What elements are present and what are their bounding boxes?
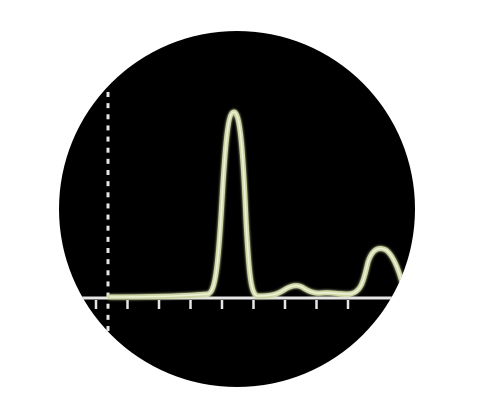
axis-dot — [106, 236, 110, 242]
axis-dot — [106, 203, 110, 209]
axis-dot — [106, 147, 110, 153]
axis-dot — [106, 92, 110, 97]
axis-dot — [106, 214, 110, 220]
axis-dot — [106, 248, 110, 253]
axis-dot — [106, 136, 110, 142]
axis-dot — [106, 114, 110, 120]
axis-dot — [106, 259, 110, 265]
waveform-trace-highlight — [109, 111, 403, 298]
dotted-vertical-axis — [106, 92, 110, 331]
axis-dot — [106, 326, 110, 331]
axis-dot — [106, 181, 110, 187]
axis-dot — [106, 192, 110, 198]
axis-dot — [106, 281, 110, 287]
axis-dot — [106, 303, 110, 309]
axis-dot — [106, 292, 110, 298]
axis-dot — [106, 158, 110, 164]
axis-dot — [106, 125, 110, 131]
black-disc-background — [59, 31, 415, 387]
axis-dot — [106, 270, 110, 276]
axis-dot — [106, 225, 110, 231]
axis-dot — [106, 170, 110, 175]
axis-dot — [106, 103, 110, 109]
axis-dot — [106, 314, 110, 320]
axis-tick-marks — [94, 300, 350, 309]
